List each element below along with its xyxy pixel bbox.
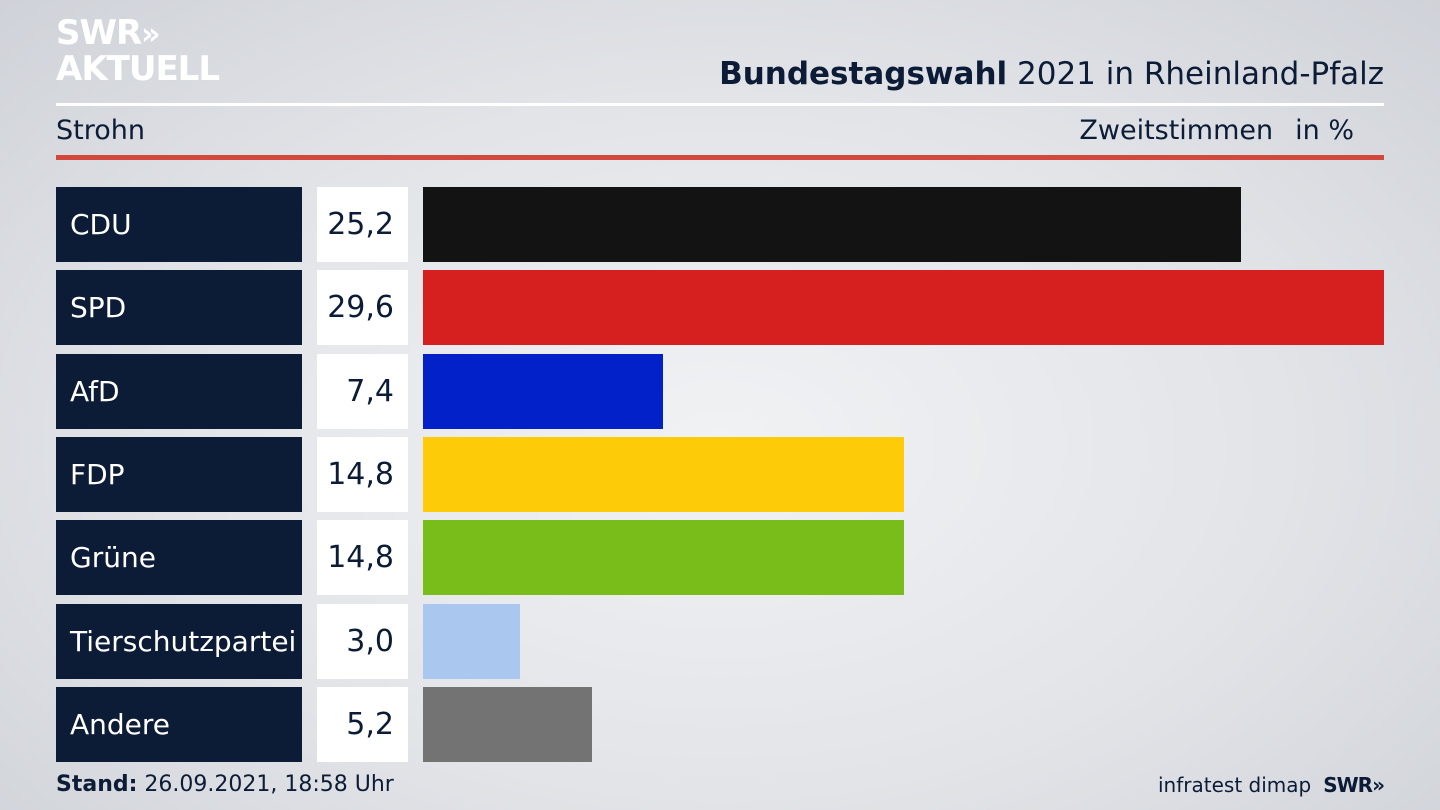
timestamp: Stand: 26.09.2021, 18:58 Uhr	[56, 772, 394, 797]
header-divider	[56, 103, 1384, 106]
chart-row: AfD 7,4	[0, 354, 1440, 429]
bar	[423, 604, 520, 679]
value-label: 25,2	[317, 187, 408, 262]
chart-row: Andere 5,2	[0, 687, 1440, 762]
chart-row: SPD 29,6	[0, 270, 1440, 345]
value-label: 7,4	[317, 354, 408, 429]
value-label: 14,8	[317, 520, 408, 595]
value-label: 14,8	[317, 437, 408, 512]
party-label: Grüne	[56, 520, 302, 595]
swr-aktuell-logo: SWR» AKTUELL	[56, 13, 220, 89]
timestamp-label: Stand:	[56, 772, 138, 797]
location-label: Strohn	[56, 115, 145, 146]
party-label: SPD	[56, 270, 302, 345]
source-name: infratest dimap	[1158, 773, 1312, 797]
chart-title-bold: Bundestagswahl	[719, 56, 1008, 92]
chart-row: Grüne 14,8	[0, 520, 1440, 595]
party-label: Tierschutzpartei	[56, 604, 302, 679]
chart-row: Tierschutzpartei 3,0	[0, 604, 1440, 679]
bar	[423, 520, 904, 595]
swr-small-logo: SWR»	[1323, 773, 1385, 797]
bar	[423, 187, 1241, 262]
timestamp-value: 26.09.2021, 18:58 Uhr	[137, 772, 394, 797]
logo-aktuell-text: AKTUELL	[56, 49, 220, 89]
value-label: 3,0	[317, 604, 408, 679]
party-label: Andere	[56, 687, 302, 762]
chart-title-rest: 2021 in Rheinland-Pfalz	[1007, 56, 1384, 92]
source-credit: infratest dimap SWR»	[1158, 773, 1385, 797]
bar	[423, 270, 1384, 345]
party-label: FDP	[56, 437, 302, 512]
logo-swr-text: SWR	[56, 13, 142, 53]
bar	[423, 354, 663, 429]
accent-divider	[56, 155, 1384, 160]
value-label: 29,6	[317, 270, 408, 345]
measure-name: Zweitstimmen	[1079, 115, 1274, 146]
measure-label: Zweitstimmen in %	[1079, 115, 1354, 146]
bar	[423, 437, 904, 512]
chart-title: Bundestagswahl 2021 in Rheinland-Pfalz	[719, 56, 1384, 92]
chart-row: FDP 14,8	[0, 437, 1440, 512]
bar	[423, 687, 592, 762]
party-label: AfD	[56, 354, 302, 429]
chart-row: CDU 25,2	[0, 187, 1440, 262]
measure-unit: in %	[1295, 115, 1354, 146]
value-label: 5,2	[317, 687, 408, 762]
party-label: CDU	[56, 187, 302, 262]
